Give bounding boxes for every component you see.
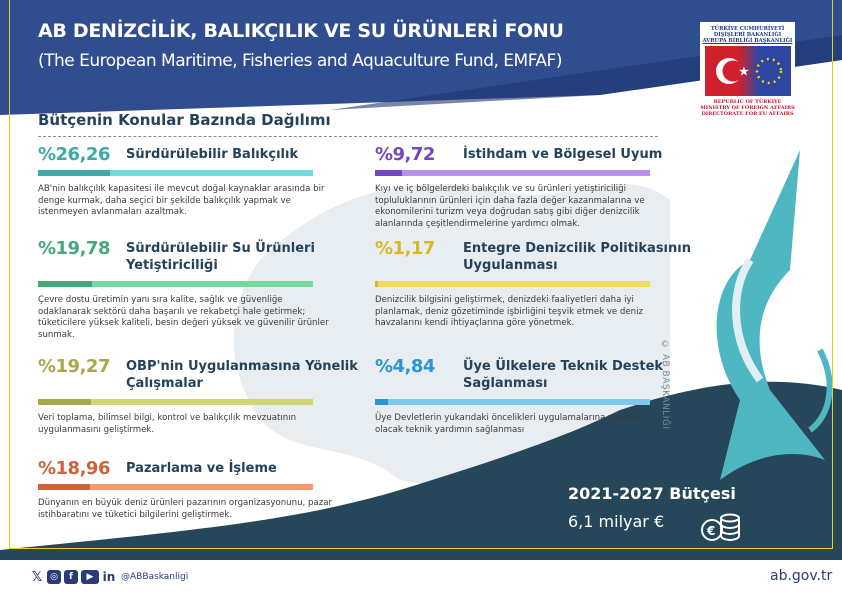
item-progress-fill xyxy=(38,484,91,490)
item-percent: %4,84 xyxy=(375,356,435,377)
page-subtitle: (The European Maritime, Fisheries and Aq… xyxy=(38,51,562,71)
logo-text: REPUBLIC OF TÜRKİYE xyxy=(713,99,782,105)
svg-text:★: ★ xyxy=(739,65,749,78)
item-description: Üye Devletlerin yukarıdaki öncelikleri u… xyxy=(375,413,646,435)
euro-coins-icon: € xyxy=(701,513,740,542)
item-progress-bar xyxy=(375,399,650,405)
youtube-icon[interactable]: ▶ xyxy=(81,570,99,584)
europe-map-background xyxy=(233,183,670,487)
item-percent: %26,26 xyxy=(38,144,110,165)
budget-title: 2021-2027 Bütçesi xyxy=(568,484,736,503)
item-title: İstihdam ve Bölgesel Uyum xyxy=(463,147,663,162)
item-title: Sürdürülebilir Balıkçılık xyxy=(126,147,299,162)
item-percent: %1,17 xyxy=(375,238,435,259)
item-progress-fill xyxy=(38,170,111,176)
instagram-icon[interactable]: ◎ xyxy=(47,570,61,584)
swordfish-illustration xyxy=(716,150,833,480)
logo-text: DIŞİŞLERİ BAKANLIĞI xyxy=(713,32,782,38)
item-progress-fill xyxy=(375,281,379,287)
turkey-eu-flag-icon: ★ xyxy=(704,46,791,96)
item-title: Pazarlama ve İşleme xyxy=(126,461,277,476)
item-percent: %19,27 xyxy=(38,356,110,377)
item-progress-bar xyxy=(375,170,650,176)
x-icon[interactable]: 𝕏 xyxy=(31,569,43,585)
item-progress-bar xyxy=(38,484,313,490)
yellow-frame xyxy=(9,0,833,549)
item-progress-bar xyxy=(38,399,313,405)
social-links: 𝕏 ◎ f ▶ in @ABBaskanligi xyxy=(30,569,189,585)
item-description: AB'nin balıkçılık kapasitesi ile mevcut … xyxy=(38,184,325,217)
facebook-icon[interactable]: f xyxy=(64,570,78,584)
section-title: Bütçenin Konular Bazında Dağılımı xyxy=(38,111,331,129)
item-percent: %18,96 xyxy=(38,458,110,479)
page-title: AB DENİZCİLİK, BALIKÇILIK VE SU ÜRÜNLERİ… xyxy=(38,20,564,42)
ministry-logo: TÜRKİYE CUMHURİYETİ DIŞİŞLERİ BAKANLIĞI … xyxy=(700,22,795,120)
item-progress-bar xyxy=(38,281,313,287)
item-title: Entegre Denizcilik Politikasının Uygulan… xyxy=(463,241,691,273)
logo-text: AVRUPA BİRLİĞİ BAŞKANLIĞI xyxy=(702,38,793,44)
item-progress-fill xyxy=(375,399,389,405)
item-progress-bar xyxy=(375,281,650,287)
item-progress-bar xyxy=(38,170,313,176)
item-description: Dünyanın en büyük deniz ürünleri pazarın… xyxy=(38,498,333,520)
item-description: Veri toplama, bilimsel bilgi, kontrol ve… xyxy=(38,413,297,435)
item-title: Sürdürülebilir Su Ürünleri Yetiştiricili… xyxy=(126,241,315,273)
bottom-wave xyxy=(0,381,842,560)
website-link[interactable]: ab.gov.tr xyxy=(770,568,833,584)
budget-value: 6,1 milyar € xyxy=(568,512,665,531)
item-description: Kıyı ve iç bölgelerdeki balıkçılık ve su… xyxy=(375,184,645,229)
item-title: Üye Ülkelere Teknik Destek Sağlanması xyxy=(463,359,664,391)
item-progress-fill xyxy=(375,170,402,176)
item-description: Denizcilik bilgisini geliştirmek, denizd… xyxy=(375,295,644,328)
item-title: OBP'nin Uygulanmasına Yönelik Çalışmalar xyxy=(126,359,358,391)
linkedin-icon[interactable]: in xyxy=(102,570,116,584)
logo-text: DIRECTORATE FOR EU AFFAIRS xyxy=(701,111,794,117)
logo-text: MINISTRY OF FOREIGN AFFAIRS xyxy=(700,105,795,111)
item-progress-fill xyxy=(38,399,91,405)
item-percent: %19,78 xyxy=(38,238,110,259)
item-description: Çevre dostu üretimin yanı sıra kalite, s… xyxy=(38,295,329,340)
logo-text: TÜRKİYE CUMHURİYETİ xyxy=(710,26,785,32)
item-percent: %9,72 xyxy=(375,144,435,165)
svg-text:€: € xyxy=(706,524,715,538)
copyright-text: © AB BAŞKANLIĞI xyxy=(660,340,670,430)
dashed-divider xyxy=(38,136,658,137)
item-progress-fill xyxy=(38,281,93,287)
social-handle[interactable]: @ABBaskanligi xyxy=(121,572,189,582)
